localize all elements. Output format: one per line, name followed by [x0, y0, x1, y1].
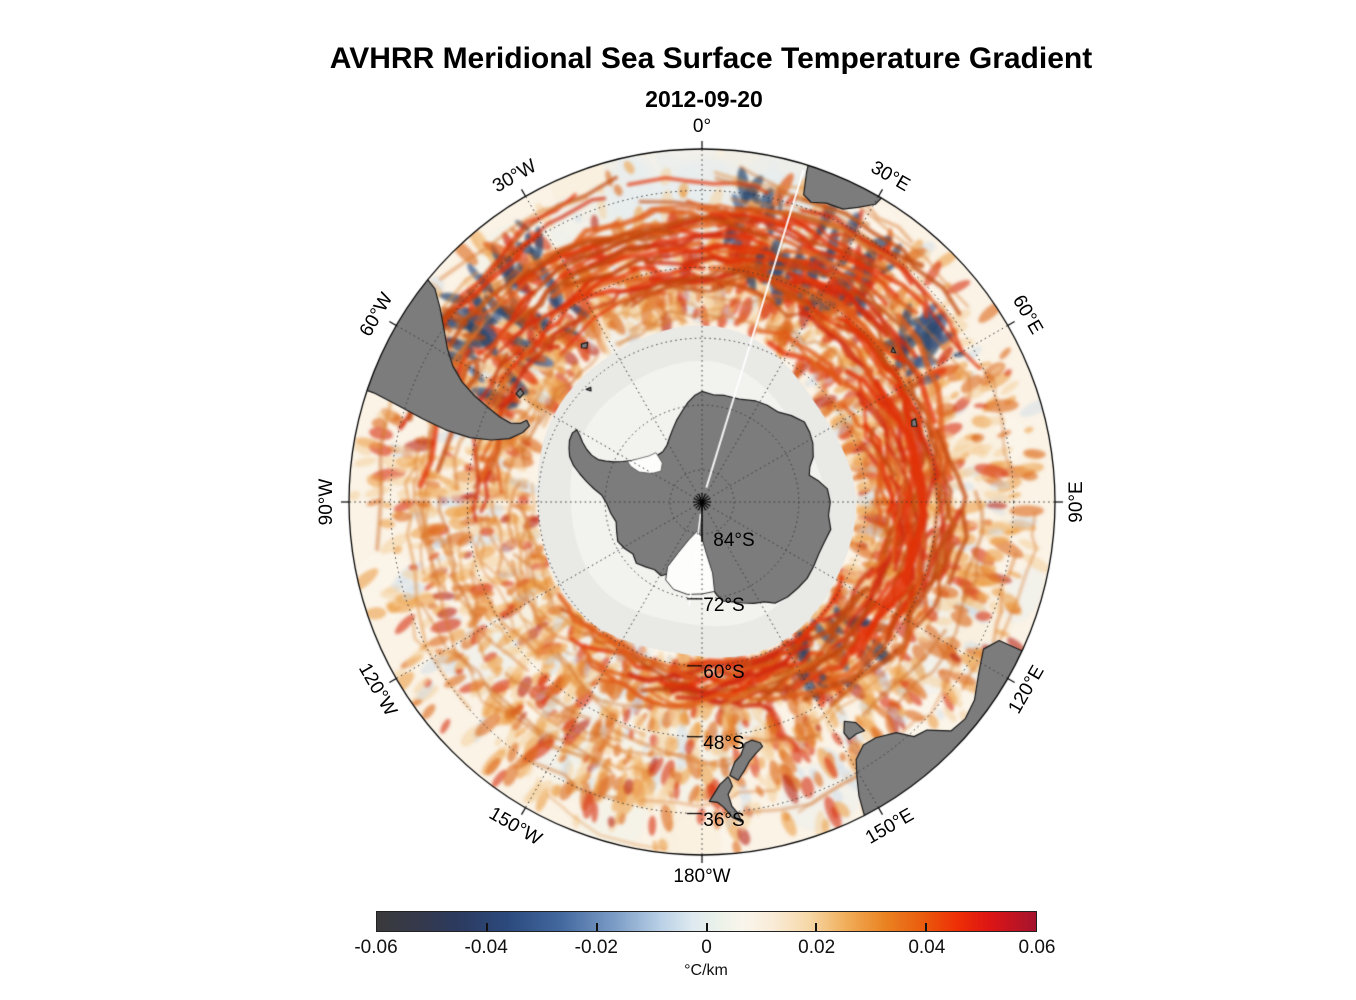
colorbar-tick-labels: -0.06 -0.04 -0.02 0 0.02 0.04 0.06 — [354, 937, 1055, 959]
figure-title: AVHRR Meridional Sea Surface Temperature… — [329, 42, 1093, 75]
lat-label-72s: 72°S — [703, 594, 745, 616]
colorbar-tick-label-3: 0 — [701, 937, 712, 958]
lon-label-90w: 90°W — [316, 478, 337, 526]
figure-date-subtitle: 2012-09-20 — [645, 86, 763, 112]
colorbar-tick-label-4: 0.02 — [798, 937, 836, 958]
colorbar-tick-mark — [595, 923, 598, 931]
colorbar-tick-label-5: 0.04 — [908, 937, 946, 958]
colorbar-tick-label-0: -0.06 — [354, 937, 398, 958]
colorbar-tick-mark — [485, 923, 488, 931]
colorbar-tick-mark — [705, 923, 708, 931]
lat-label-48s: 48°S — [703, 732, 745, 754]
colorbar-tick-mark — [815, 923, 818, 931]
colorbar-gradient — [376, 911, 1037, 932]
colorbar-unit-label: °C/km — [684, 962, 728, 979]
lat-label-60s: 60°S — [703, 661, 745, 683]
colorbar-tick-label-2: -0.02 — [574, 937, 618, 958]
lon-label-0: 0° — [692, 116, 712, 137]
lon-label-90e: 90°E — [1066, 481, 1087, 523]
colorbar-tick-label-6: 0.06 — [1018, 937, 1056, 958]
colorbar-tick-label-1: -0.04 — [464, 937, 508, 958]
lon-label-180w: 180°W — [673, 866, 731, 887]
colorbar-tick-mark — [925, 923, 928, 931]
lat-label-84s: 84°S — [713, 530, 755, 552]
lat-label-36s: 36°S — [703, 809, 745, 831]
